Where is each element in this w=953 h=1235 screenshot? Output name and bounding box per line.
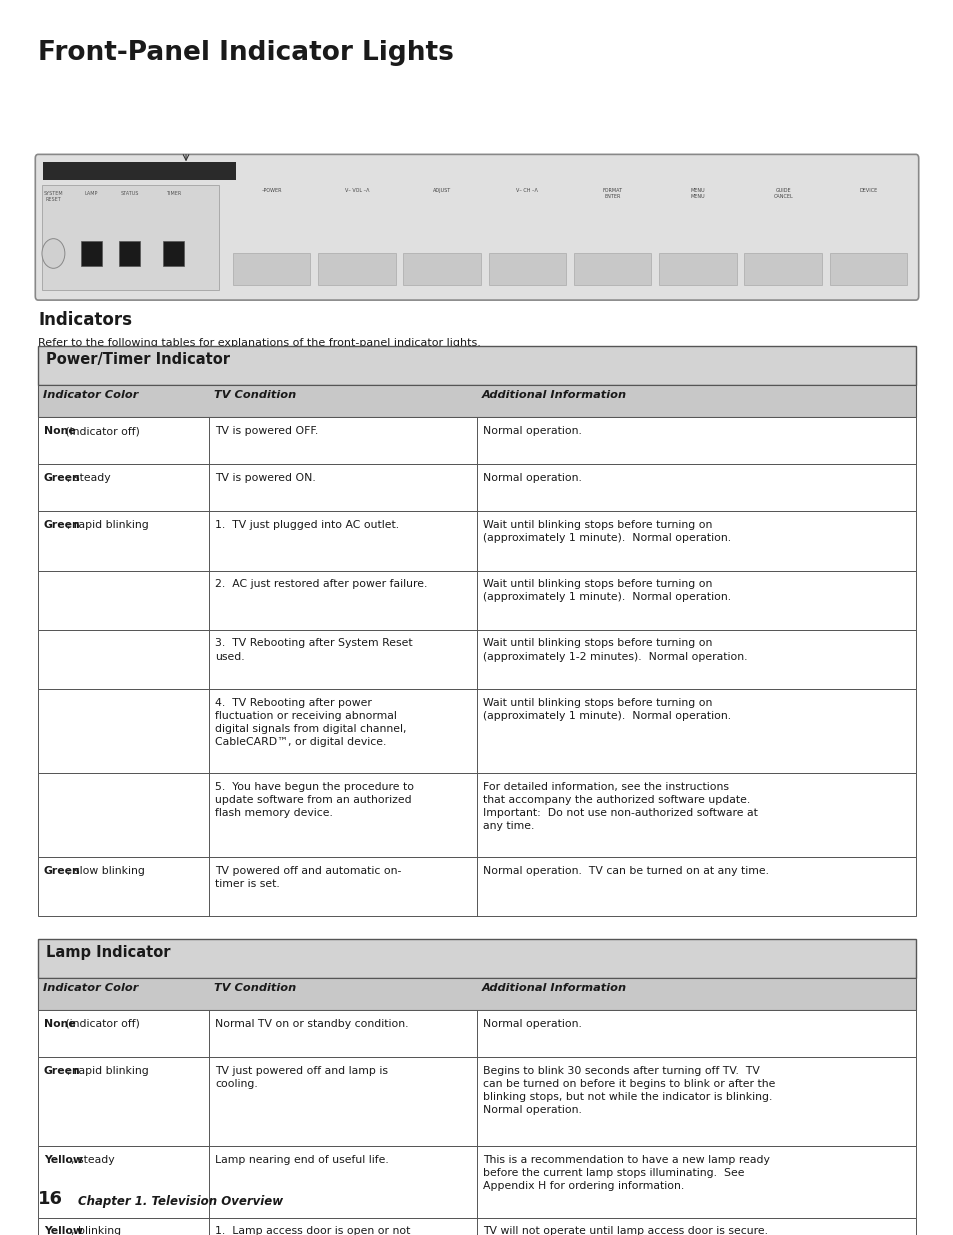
Text: SYSTEM
RESET: SYSTEM RESET [44, 191, 63, 203]
Bar [38, 464, 915, 511]
Text: 5.  You have begun the procedure to
update software from an authorized
flash mem: 5. You have begun the procedure to updat… [214, 782, 414, 818]
Text: Green: Green [44, 866, 81, 876]
Text: Green: Green [44, 1066, 81, 1076]
Text: STATUS: STATUS [120, 191, 139, 196]
Text: LAMP: LAMP [85, 191, 98, 196]
Bar [81, 241, 102, 266]
Text: Normal operation.: Normal operation. [482, 1019, 581, 1029]
Text: FORMAT
ENTER: FORMAT ENTER [602, 188, 622, 199]
Text: V– CH –Λ: V– CH –Λ [516, 188, 537, 193]
Text: None: None [44, 426, 75, 436]
Text: Normal operation.: Normal operation. [482, 426, 581, 436]
Bar [488, 253, 566, 285]
Text: Wait until blinking stops before turning on
(approximately 1 minute).  Normal op: Wait until blinking stops before turning… [482, 698, 730, 721]
Text: Indicator Color: Indicator Color [43, 390, 138, 400]
Text: ADJUST: ADJUST [433, 188, 451, 193]
Text: Front-Panel Indicator Lights: Front-Panel Indicator Lights [38, 40, 454, 65]
Text: 4.  TV Rebooting after power
fluctuation or receiving abnormal
digital signals f: 4. TV Rebooting after power fluctuation … [214, 698, 406, 747]
FancyBboxPatch shape [35, 154, 918, 300]
Bar [829, 253, 906, 285]
Text: (indicator off): (indicator off) [62, 1019, 140, 1029]
Text: Wait until blinking stops before turning on
(approximately 1 minute).  Normal op: Wait until blinking stops before turning… [482, 520, 730, 543]
Text: Green: Green [44, 520, 81, 530]
Bar [743, 253, 821, 285]
Text: Power/Timer Indicator: Power/Timer Indicator [46, 352, 230, 367]
Text: Additional Information: Additional Information [481, 983, 626, 993]
Text: None: None [44, 1019, 75, 1029]
Text: TV powered off and automatic on-
timer is set.: TV powered off and automatic on- timer i… [214, 866, 401, 889]
Text: Lamp nearing end of useful life.: Lamp nearing end of useful life. [214, 1155, 389, 1165]
Text: , steady: , steady [67, 473, 111, 483]
Text: MENU
MENU: MENU MENU [690, 188, 704, 199]
Text: TV is powered ON.: TV is powered ON. [214, 473, 315, 483]
Text: , steady: , steady [71, 1155, 115, 1165]
Text: , rapid blinking: , rapid blinking [67, 520, 149, 530]
Text: Indicator Color: Indicator Color [43, 983, 138, 993]
Bar [574, 253, 651, 285]
Text: TV Condition: TV Condition [213, 983, 296, 993]
Text: , blinking: , blinking [71, 1226, 121, 1235]
Bar [38, 978, 915, 1010]
Text: 1.  Lamp access door is open or not
secure.: 1. Lamp access door is open or not secur… [214, 1226, 410, 1235]
Text: Additional Information: Additional Information [481, 390, 626, 400]
Text: For detailed information, see the instructions
that accompany the authorized sof: For detailed information, see the instru… [482, 782, 757, 831]
Text: DEVICE: DEVICE [859, 188, 877, 193]
Text: 1.  TV just plugged into AC outlet.: 1. TV just plugged into AC outlet. [214, 520, 398, 530]
Text: TV will not operate until lamp access door is secure.
See Appendix H for install: TV will not operate until lamp access do… [482, 1226, 767, 1235]
Bar [38, 773, 915, 857]
Bar [38, 385, 915, 417]
Text: Wait until blinking stops before turning on
(approximately 1-2 minutes).  Normal: Wait until blinking stops before turning… [482, 638, 746, 662]
Text: 2.  AC just restored after power failure.: 2. AC just restored after power failure. [214, 579, 427, 589]
Bar [233, 253, 310, 285]
Bar [317, 253, 395, 285]
Bar [119, 241, 140, 266]
Bar [38, 1057, 915, 1146]
Text: Chapter 1. Television Overview: Chapter 1. Television Overview [78, 1194, 283, 1208]
Text: Wait until blinking stops before turning on
(approximately 1 minute).  Normal op: Wait until blinking stops before turning… [482, 579, 730, 603]
Text: , slow blinking: , slow blinking [67, 866, 145, 876]
Text: TIMER: TIMER [166, 191, 181, 196]
Text: TV is powered OFF.: TV is powered OFF. [214, 426, 318, 436]
Bar [43, 162, 235, 180]
Bar [38, 689, 915, 773]
Text: Yellow: Yellow [44, 1226, 83, 1235]
Text: Refer to the following tables for explanations of the front-panel indicator ligh: Refer to the following tables for explan… [38, 338, 480, 348]
Bar [659, 253, 736, 285]
Text: 3.  TV Rebooting after System Reset
used.: 3. TV Rebooting after System Reset used. [214, 638, 413, 662]
Bar [38, 417, 915, 464]
Bar [38, 630, 915, 689]
Text: TV Condition: TV Condition [213, 390, 296, 400]
Text: GUIDE
CANCEL: GUIDE CANCEL [773, 188, 792, 199]
Text: , rapid blinking: , rapid blinking [67, 1066, 149, 1076]
Bar [38, 511, 915, 571]
Text: Indicators: Indicators [38, 311, 132, 330]
Bar [42, 185, 219, 290]
Text: TV just powered off and lamp is
cooling.: TV just powered off and lamp is cooling. [214, 1066, 388, 1089]
Bar [38, 1146, 915, 1218]
Text: Begins to blink 30 seconds after turning off TV.  TV
can be turned on before it : Begins to blink 30 seconds after turning… [482, 1066, 774, 1115]
Text: Normal operation.: Normal operation. [482, 473, 581, 483]
Bar [38, 571, 915, 630]
Bar [38, 346, 915, 385]
Text: Normal operation.  TV can be turned on at any time.: Normal operation. TV can be turned on at… [482, 866, 768, 876]
Text: Green: Green [44, 473, 81, 483]
Text: –POWER: –POWER [261, 188, 281, 193]
Bar [163, 241, 184, 266]
Text: 16: 16 [38, 1189, 63, 1208]
Text: Lamp Indicator: Lamp Indicator [46, 945, 171, 960]
Bar [403, 253, 480, 285]
Text: (indicator off): (indicator off) [62, 426, 140, 436]
Bar [38, 939, 915, 978]
Text: Yellow: Yellow [44, 1155, 83, 1165]
Circle shape [42, 238, 65, 268]
Text: Normal TV on or standby condition.: Normal TV on or standby condition. [214, 1019, 408, 1029]
Bar [38, 857, 915, 916]
Bar [38, 1010, 915, 1057]
Text: V– VOL –Λ: V– VOL –Λ [344, 188, 369, 193]
Bar [38, 1218, 915, 1235]
Text: This is a recommendation to have a new lamp ready
before the current lamp stops : This is a recommendation to have a new l… [482, 1155, 769, 1191]
